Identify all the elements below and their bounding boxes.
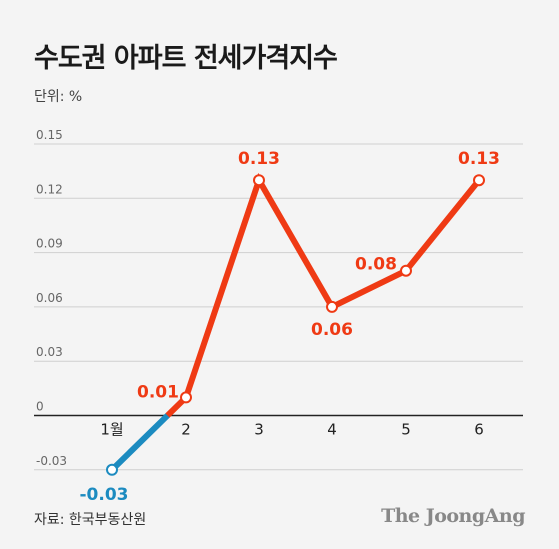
data-label: 0.06: [311, 320, 353, 340]
data-point: [326, 300, 338, 313]
data-label: 0.13: [458, 149, 500, 169]
y-tick-label: 0.09: [36, 237, 63, 251]
x-tick-label: 4: [327, 421, 337, 439]
brand-logo: The JoongAng: [381, 505, 525, 527]
data-label: -0.03: [80, 485, 129, 505]
series-line-positive: [165, 172, 482, 418]
data-label: 0.13: [238, 149, 280, 169]
y-tick-label: 0.03: [36, 345, 63, 359]
y-tick-label: 0: [36, 400, 44, 414]
chart-title: 수도권 아파트 전세가격지수: [34, 43, 338, 74]
x-tick-label: 5: [401, 421, 411, 439]
data-point: [106, 463, 118, 476]
x-tick-label: 3: [254, 421, 264, 439]
data-point: [180, 391, 192, 404]
y-tick-label: 0.12: [36, 182, 63, 196]
x-tick-label: 2: [181, 421, 191, 439]
source-note: 자료: 한국부동산원: [34, 512, 147, 528]
y-tick-label: 0.06: [36, 291, 63, 305]
x-tick-label: 6: [474, 421, 484, 439]
data-point: [473, 174, 485, 187]
y-tick-label: -0.03: [36, 454, 67, 468]
x-tick-label: 1월: [100, 421, 123, 439]
data-label: 0.01: [137, 382, 179, 402]
series-line-negative: [109, 412, 171, 473]
data-point: [253, 174, 265, 187]
data-label: 0.08: [355, 255, 397, 275]
data-point: [400, 264, 412, 277]
unit-label: 단위: %: [34, 89, 83, 105]
y-tick-label: 0.15: [36, 128, 63, 142]
